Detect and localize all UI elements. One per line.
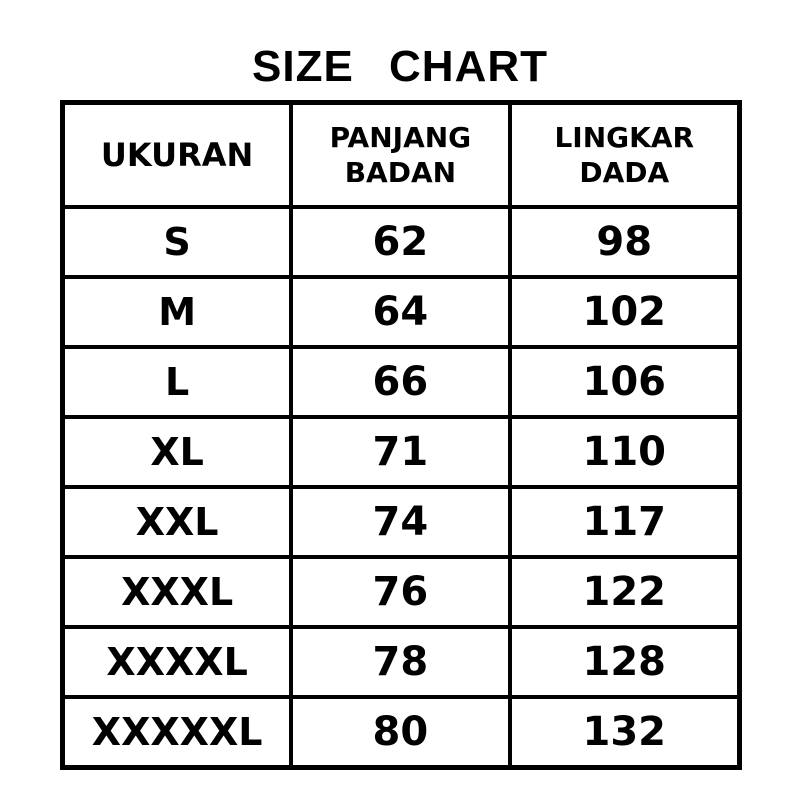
cell-panjang-badan: 80 (289, 695, 512, 770)
header-ukuran: UKURAN (60, 100, 294, 209)
table-row: XL 71 110 (60, 415, 742, 489)
cell-size: L (60, 345, 294, 419)
cell-panjang-badan: 74 (289, 485, 512, 559)
cell-size: XL (60, 415, 294, 489)
table-row: L 66 106 (60, 345, 742, 419)
cell-size: XXXXXL (60, 695, 294, 770)
table-row: S 62 98 (60, 205, 742, 279)
cell-lingkar-dada: 110 (507, 415, 742, 489)
page-title: SIZE CHART (252, 42, 548, 91)
cell-size: XXL (60, 485, 294, 559)
table-row: XXXXL 78 128 (60, 625, 742, 699)
cell-lingkar-dada: 117 (507, 485, 742, 559)
cell-size: S (60, 205, 294, 279)
size-chart-table: UKURAN PANJANG BADAN LINGKAR DADA S 62 98 M… (60, 100, 742, 770)
cell-lingkar-dada: 98 (507, 205, 742, 279)
table-row: XXXL 76 122 (60, 555, 742, 629)
table-row: M 64 102 (60, 275, 742, 349)
cell-panjang-badan: 62 (289, 205, 512, 279)
cell-lingkar-dada: 128 (507, 625, 742, 699)
cell-size: M (60, 275, 294, 349)
cell-lingkar-dada: 106 (507, 345, 742, 419)
header-lingkar-dada: LINGKAR DADA (507, 100, 742, 209)
table-row: XXL 74 117 (60, 485, 742, 559)
cell-lingkar-dada: 122 (507, 555, 742, 629)
header-row: UKURAN PANJANG BADAN LINGKAR DADA (60, 100, 742, 209)
cell-lingkar-dada: 102 (507, 275, 742, 349)
cell-panjang-badan: 76 (289, 555, 512, 629)
cell-panjang-badan: 71 (289, 415, 512, 489)
cell-panjang-badan: 78 (289, 625, 512, 699)
cell-size: XXXL (60, 555, 294, 629)
cell-lingkar-dada: 132 (507, 695, 742, 770)
cell-panjang-badan: 66 (289, 345, 512, 419)
cell-size: XXXXL (60, 625, 294, 699)
cell-panjang-badan: 64 (289, 275, 512, 349)
table-row: XXXXXL 80 132 (60, 695, 742, 770)
header-panjang-badan: PANJANG BADAN (289, 100, 512, 209)
